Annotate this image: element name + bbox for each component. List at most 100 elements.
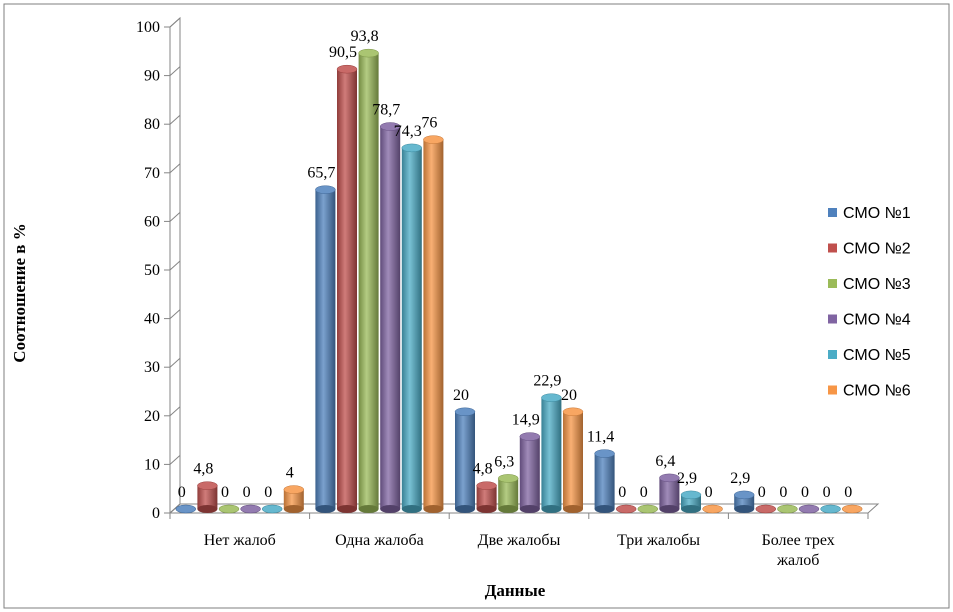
legend-swatch bbox=[828, 208, 837, 217]
bar bbox=[820, 504, 841, 514]
bar-base bbox=[734, 505, 755, 513]
bar bbox=[240, 504, 261, 514]
legend-label: СМО №3 bbox=[843, 276, 911, 293]
bar-body bbox=[519, 436, 540, 509]
data-label: 90,5 bbox=[329, 44, 357, 61]
bars bbox=[175, 48, 863, 514]
data-label: 0 bbox=[823, 484, 831, 501]
bar-base bbox=[594, 505, 615, 513]
bar-base bbox=[358, 505, 379, 513]
data-label: 0 bbox=[779, 484, 787, 501]
bar bbox=[261, 504, 283, 514]
data-label: 78,7 bbox=[372, 102, 400, 119]
y-tick-label: 0 bbox=[152, 505, 160, 522]
bar bbox=[594, 449, 615, 513]
bar-body bbox=[315, 189, 336, 509]
bar-top bbox=[283, 485, 305, 494]
y-tick-depth bbox=[169, 163, 181, 174]
y-tick-depth bbox=[169, 357, 181, 368]
legend-label: СМО №1 bbox=[843, 205, 911, 222]
bar-base bbox=[659, 505, 680, 513]
y-tick-depth bbox=[169, 503, 181, 514]
chart-border bbox=[3, 3, 950, 609]
bar bbox=[541, 393, 562, 513]
y-tick-depth bbox=[169, 114, 181, 125]
bar-top bbox=[841, 504, 863, 514]
bar-top bbox=[315, 185, 336, 194]
bar-top bbox=[541, 393, 562, 402]
bar-top bbox=[659, 473, 680, 483]
bar-body bbox=[423, 139, 444, 509]
data-label: 76 bbox=[421, 115, 437, 132]
y-tick-depth bbox=[169, 212, 181, 222]
bar bbox=[562, 407, 584, 513]
category-label: Нет жалоб bbox=[204, 532, 276, 549]
data-label: 14,9 bbox=[512, 412, 540, 429]
data-label: 2,9 bbox=[677, 470, 697, 487]
category-label: Две жалобы bbox=[478, 532, 561, 549]
data-label: 0 bbox=[618, 484, 626, 501]
bar-body bbox=[455, 411, 475, 509]
data-label: 0 bbox=[844, 484, 852, 501]
bar-top bbox=[594, 449, 615, 458]
bar bbox=[841, 504, 863, 514]
data-label: 6,4 bbox=[655, 453, 675, 470]
data-label: 93,8 bbox=[351, 28, 379, 45]
bar-top bbox=[218, 504, 240, 514]
y-tick-label: 80 bbox=[144, 116, 160, 133]
legend-swatch bbox=[828, 385, 837, 395]
data-label: 74,3 bbox=[394, 123, 422, 140]
bar bbox=[379, 122, 401, 513]
bar-body bbox=[594, 453, 615, 509]
bar-base bbox=[197, 505, 218, 513]
data-label: 6,3 bbox=[494, 453, 514, 470]
data-label: 0 bbox=[221, 484, 229, 501]
legend-label: СМО №5 bbox=[843, 347, 911, 364]
data-label: 4 bbox=[286, 465, 294, 482]
bar-body bbox=[659, 477, 680, 509]
data-label: 4,8 bbox=[473, 461, 493, 478]
bar-top bbox=[476, 481, 497, 490]
y-tick-depth bbox=[169, 309, 181, 319]
bar-base bbox=[455, 505, 475, 513]
data-label: 0 bbox=[178, 484, 186, 501]
data-label: 0 bbox=[264, 484, 272, 501]
bar-top bbox=[637, 504, 659, 514]
y-tick-label: 50 bbox=[144, 262, 160, 279]
bar-top bbox=[379, 122, 401, 131]
bar-body bbox=[358, 53, 379, 510]
y-tick-label: 30 bbox=[144, 359, 160, 376]
category-label: Более трех жалоб bbox=[762, 532, 835, 569]
legend-swatch bbox=[828, 279, 837, 288]
bar-base bbox=[541, 505, 562, 513]
bar bbox=[777, 504, 798, 514]
legend-swatch bbox=[828, 350, 837, 359]
bar-top bbox=[240, 504, 261, 514]
data-label: 11,4 bbox=[587, 429, 614, 446]
y-tick-label: 20 bbox=[144, 408, 160, 425]
y-axis-title: Соотношение в % bbox=[10, 223, 29, 362]
bar bbox=[283, 485, 305, 513]
data-label: 0 bbox=[758, 484, 766, 501]
bar-base bbox=[401, 505, 422, 513]
bar-top bbox=[680, 490, 702, 500]
data-label: 0 bbox=[640, 484, 648, 501]
bar bbox=[315, 185, 336, 513]
legend: СМО №1 СМО №2 СМО №3 СМО №4 СМО №5 СМО №6 bbox=[828, 205, 911, 400]
legend-swatch bbox=[828, 243, 837, 253]
bar-base bbox=[681, 505, 701, 513]
bar-body bbox=[283, 489, 304, 509]
bar bbox=[615, 504, 637, 514]
bar-base bbox=[337, 505, 357, 513]
data-label: 22,9 bbox=[533, 373, 561, 390]
data-label: 0 bbox=[705, 484, 713, 501]
bar-base bbox=[423, 505, 444, 513]
data-label: 2,9 bbox=[730, 470, 750, 487]
bar-top bbox=[519, 432, 541, 441]
bar bbox=[680, 490, 702, 513]
bar-top bbox=[175, 504, 197, 514]
